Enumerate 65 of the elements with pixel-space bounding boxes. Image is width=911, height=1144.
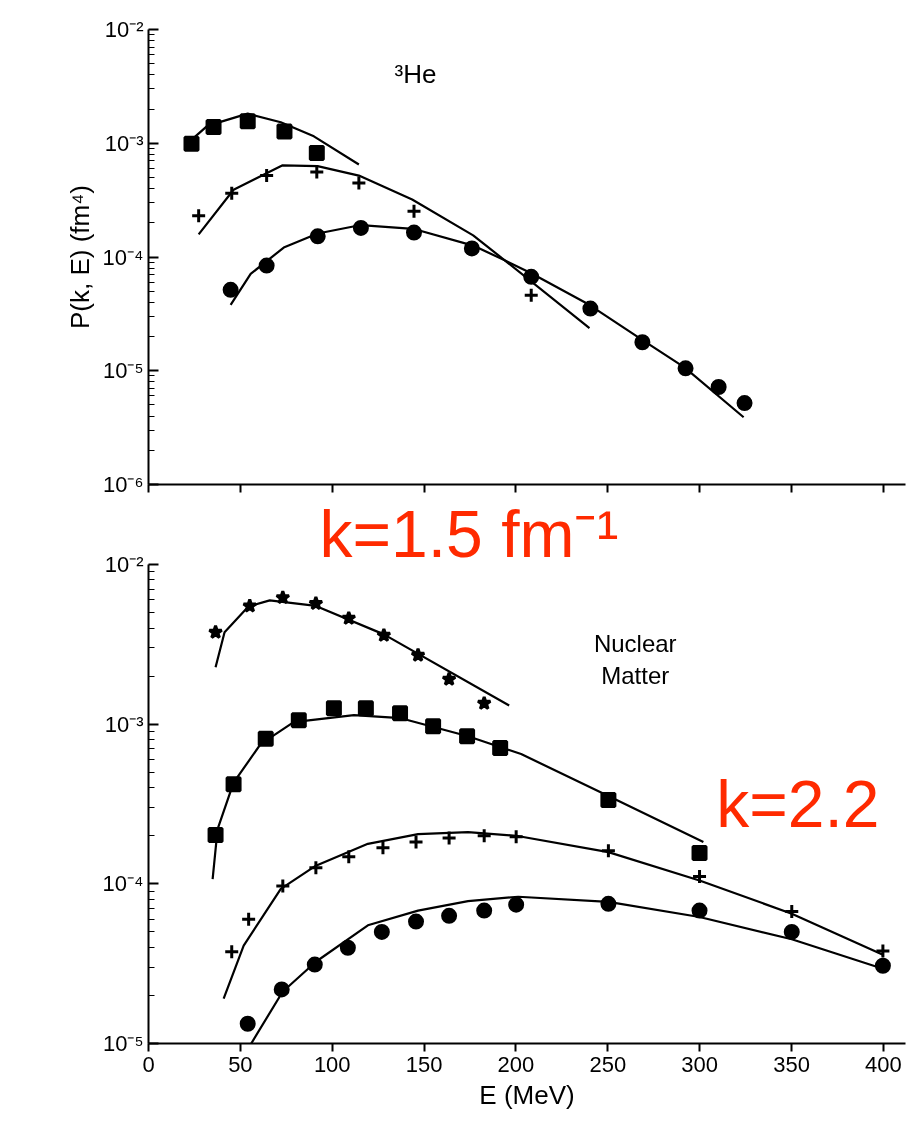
point (441, 829, 458, 846)
point (476, 902, 493, 919)
x-tick-label: 250 (589, 1051, 627, 1077)
annotation: k=2.2 (716, 766, 880, 841)
point (508, 896, 525, 913)
x-tick-label: 400 (865, 1051, 902, 1077)
point (406, 203, 422, 220)
y-tick-label: 10⁻⁵ (102, 358, 144, 384)
point (339, 939, 356, 956)
annotation: k=1.5 fm⁻¹ (319, 496, 619, 571)
point (308, 145, 325, 162)
point (223, 185, 240, 202)
point (274, 877, 291, 894)
x-axis-title: E (MeV) (479, 1079, 575, 1110)
point (691, 868, 708, 885)
point (223, 943, 240, 960)
x-tick-label: 350 (773, 1051, 810, 1077)
x-tick-label: 0 (142, 1051, 155, 1077)
point (357, 700, 374, 717)
point (441, 671, 457, 687)
y-tick-label: 10⁻⁶ (102, 472, 144, 497)
point (441, 907, 458, 924)
point (373, 923, 390, 940)
point (183, 135, 200, 152)
point (258, 167, 275, 184)
y-axis-title: P(k, E) (fm⁴) (64, 184, 95, 330)
point (736, 395, 753, 412)
point (691, 902, 708, 919)
x-tick-label: 50 (228, 1051, 253, 1077)
point (350, 175, 367, 192)
annotation: ³He (394, 58, 437, 89)
point (340, 848, 357, 865)
point (239, 1015, 256, 1032)
point (408, 913, 425, 930)
y-tick-label: 10⁻² (104, 17, 144, 42)
point (600, 842, 617, 859)
point (783, 923, 800, 940)
point (190, 207, 207, 224)
point (476, 827, 493, 844)
point (476, 695, 492, 711)
x-tick-label: 150 (405, 1051, 443, 1077)
y-tick-label: 10⁻³ (104, 711, 144, 737)
point (783, 903, 800, 920)
point (325, 700, 342, 717)
y-tick-label: 10⁻² (104, 552, 144, 577)
point (523, 287, 540, 304)
y-tick-label: 10⁻⁴ (102, 871, 144, 897)
x-tick-label: 300 (681, 1051, 719, 1077)
point (307, 859, 324, 876)
x-tick-label: 200 (497, 1051, 535, 1077)
annotation: Nuclear Matter (593, 629, 677, 690)
y-tick-label: 10⁻³ (104, 130, 144, 156)
point (508, 828, 525, 845)
point (408, 833, 425, 850)
point (222, 281, 239, 298)
point (240, 911, 257, 928)
point (710, 378, 727, 395)
x-tick-label: 100 (313, 1051, 351, 1077)
y-tick-label: 10⁻⁴ (102, 244, 144, 270)
point (874, 957, 891, 974)
point (276, 123, 293, 140)
point (207, 624, 224, 640)
point (691, 845, 708, 861)
point (374, 839, 391, 856)
y-tick-label: 10⁻⁵ (102, 1031, 144, 1056)
